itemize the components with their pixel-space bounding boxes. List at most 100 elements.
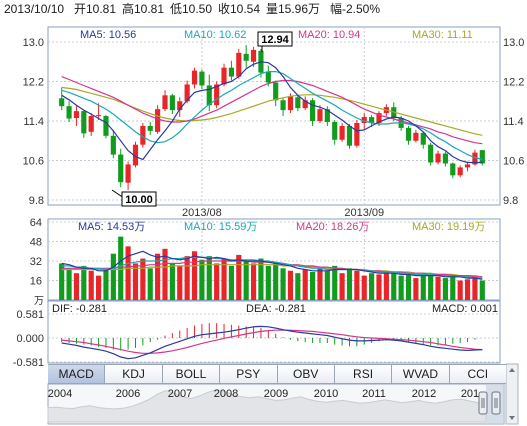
candle-body <box>96 115 102 117</box>
quote-volume: 15.96万 <box>278 2 320 16</box>
volume-bar <box>413 278 419 300</box>
quote-low-label: 低 <box>170 2 182 16</box>
candle-body <box>228 67 234 77</box>
quote-change: -2.50% <box>342 2 380 16</box>
price-ma5-line <box>61 61 483 164</box>
macd-panel-frame <box>47 300 501 364</box>
quote-open-label: 开 <box>74 2 86 16</box>
navigator-left-handle[interactable] <box>478 391 488 415</box>
candle-body <box>376 113 382 123</box>
candle-body <box>464 164 471 168</box>
volume-bar <box>125 246 131 300</box>
volume-bar <box>177 265 183 300</box>
quote-date: 2013/10/10 <box>4 2 64 16</box>
annotation-high: 12.94 <box>261 34 289 46</box>
candle-body <box>250 49 257 62</box>
annotation-low: 10.00 <box>125 194 153 206</box>
candle-body <box>302 100 308 109</box>
macd-y-axis: 0.581 0.000 -0.581 <box>13 309 44 369</box>
timeline-year-label: 2012 <box>412 388 436 400</box>
tab-psy[interactable]: PSY <box>220 365 278 383</box>
vol-legend-ma5: MA5: 14.53万 <box>78 221 145 233</box>
candle-body <box>317 109 323 121</box>
volume-ma5-line <box>61 250 483 280</box>
volume-bar <box>280 268 286 300</box>
navigator-scrollbar[interactable] <box>505 363 519 425</box>
tab-rsi[interactable]: RSI <box>334 365 393 383</box>
candle-body <box>125 164 131 183</box>
price-x-tick: 2013/09 <box>344 207 384 219</box>
candle-body <box>162 95 168 110</box>
tab-cci[interactable]: CCI <box>449 365 506 383</box>
price-y-tick-left: 9.8 <box>29 195 44 207</box>
candle-body <box>110 135 116 155</box>
quote-high: 10.81 <box>134 2 164 16</box>
candle-body <box>457 167 463 176</box>
scroll-up-icon[interactable] <box>509 368 515 372</box>
volume-bar <box>162 248 168 300</box>
macd-legend-dif: DIF: -0.281 <box>52 303 107 315</box>
volume-y-axis: 64 48 32 16 <box>30 217 42 288</box>
candle-body <box>132 144 139 166</box>
volume-bar <box>191 251 198 300</box>
volume-bar <box>383 270 389 300</box>
price-y-tick-left: 12.2 <box>23 77 44 89</box>
vol-legend-ma20: MA20: 18.26万 <box>296 221 369 233</box>
candle-body <box>295 97 301 109</box>
candle-body <box>428 144 434 163</box>
price-y-tick-right: 11.4 <box>503 116 524 128</box>
navigator-right-handle[interactable] <box>491 391 501 415</box>
candle-body <box>442 153 448 164</box>
candle-body <box>81 111 87 134</box>
macd-y-tick: -0.581 <box>13 357 44 369</box>
scroll-down-icon[interactable] <box>509 416 515 420</box>
volume-bar <box>332 265 338 300</box>
volume-bar <box>214 263 220 300</box>
vol-legend-ma10: MA10: 15.59万 <box>184 221 257 233</box>
macd-legend: DIF: -0.281 DEA: -0.281 MACD: 0.001 <box>52 303 498 315</box>
candle-body <box>221 67 227 85</box>
candle-body <box>59 98 65 107</box>
candle-body <box>405 127 412 141</box>
volume-bar <box>339 273 345 300</box>
legend-ma10: MA10: 10.62 <box>184 29 246 41</box>
volume-bar <box>310 271 316 300</box>
volume-bar <box>295 273 301 300</box>
volume-bar <box>391 273 397 300</box>
volume-y-tick: 32 <box>30 256 42 268</box>
price-panel-frame <box>47 26 501 206</box>
volume-unit-label: 万 <box>34 296 44 307</box>
volume-bar <box>236 254 242 300</box>
volume-moving-averages <box>61 250 483 280</box>
volume-bar <box>66 268 72 300</box>
volume-bar <box>420 275 426 300</box>
candle-body <box>177 101 183 111</box>
tab-kdj[interactable]: KDJ <box>105 365 163 383</box>
candle-body <box>214 84 220 106</box>
volume-bar <box>59 263 65 300</box>
tab-obv[interactable]: OBV <box>277 365 335 383</box>
volume-bar <box>405 274 412 300</box>
volume-bar <box>132 263 139 300</box>
candle-body <box>339 125 345 140</box>
candle-body <box>420 132 426 145</box>
price-y-tick-right: 9.8 <box>503 195 518 207</box>
price-y-axis: 13.0 13.0 12.2 12.2 11.4 11.4 10.6 10.6 9.8 9.8 <box>23 37 525 207</box>
volume-bar <box>479 280 485 300</box>
volume-bar <box>147 268 153 300</box>
timeline-navigator-area <box>47 389 487 423</box>
candle-body <box>103 116 109 136</box>
volume-bar <box>435 276 441 300</box>
candle-body <box>310 100 316 121</box>
macd-y-tick: 0.581 <box>16 309 44 321</box>
volume-bar <box>118 236 124 300</box>
candle-body <box>346 125 353 146</box>
candle-body <box>361 117 367 123</box>
tab-macd[interactable]: MACD <box>48 365 106 383</box>
tab-boll[interactable]: BOLL <box>162 365 221 383</box>
macd-grid <box>48 313 500 363</box>
tab-wvad[interactable]: WVAD <box>392 365 450 383</box>
volume-ma10-line <box>61 256 483 279</box>
indicator-tabs: MACD KDJ BOLL PSY OBV RSI WVAD CCI <box>48 364 506 384</box>
